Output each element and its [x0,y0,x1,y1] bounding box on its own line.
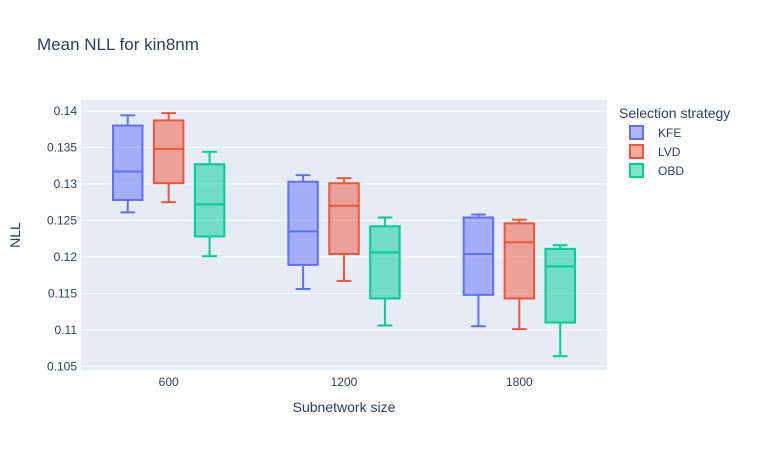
y-axis-label: NLL [7,222,23,248]
legend-title: Selection strategy [619,105,730,121]
x-tick-label: 600 [159,375,179,389]
y-tick-label: 0.115 [48,286,77,300]
box-series [112,112,576,358]
box-kfe-600 [112,114,144,214]
box-lvd-1800 [503,218,536,331]
chart-title: Mean NLL for kin8nm [37,35,199,54]
x-tick-labels: 600 1200 1800 [159,375,533,389]
y-tick-label: 0.11 [55,323,78,337]
y-tick-label: 0.125 [47,213,77,227]
box-iqr [462,216,495,296]
y-tick-label: 0.13 [54,177,78,191]
box-obd-1800 [544,244,576,358]
box-lvd-1200 [328,177,360,282]
y-tick-label: 0.14 [54,104,78,118]
box-iqr [544,247,576,324]
legend-label-obd: OBD [658,164,684,178]
box-iqr [287,180,319,266]
box-iqr [503,222,536,300]
y-tick-label: 0.105 [47,359,77,373]
box-iqr [369,225,401,300]
legend-label-kfe: KFE [658,126,681,140]
box-kfe-1800 [462,213,495,328]
legend-swatch-lvd [629,144,644,159]
y-tick-label: 0.12 [54,250,78,264]
box-iqr [193,163,226,238]
y-tick-labels: 0.105 0.11 0.115 0.12 0.125 0.13 0.135 0.14 [47,104,77,373]
box-kfe-1200 [287,174,319,290]
box-iqr [152,119,185,185]
box-obd-1200 [369,216,401,327]
box-iqr [112,124,144,201]
legend-swatch-obd [629,163,644,178]
x-axis-label: Subnetwork size [293,399,396,415]
x-tick-label: 1800 [506,375,533,389]
legend-label-lvd: LVD [658,145,681,159]
box-obd-600 [193,150,226,258]
x-tick-label: 1200 [331,375,358,389]
box-lvd-600 [152,112,185,204]
y-tick-label: 0.135 [47,140,77,154]
legend-swatch-kfe [629,125,644,140]
box-iqr [328,182,360,255]
legend: Selection strategy KFE LVD OBD [619,105,730,178]
